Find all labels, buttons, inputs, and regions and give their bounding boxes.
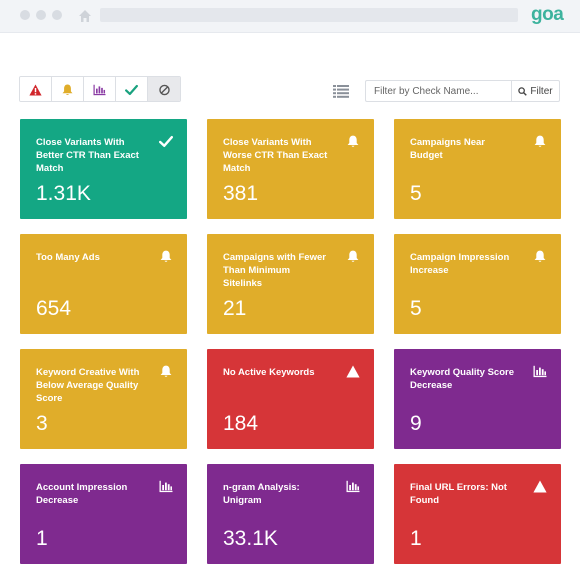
check-card-title: Final URL Errors: Not Found <box>410 482 507 506</box>
browser-chrome: goa <box>0 0 580 33</box>
home-icon[interactable] <box>77 8 93 24</box>
check-card-title: Account Impression Decrease <box>36 482 128 506</box>
filter-chart-button[interactable] <box>84 77 116 101</box>
filter-bell-button[interactable] <box>52 77 84 101</box>
bell-icon <box>346 135 360 148</box>
app-logo: goa <box>531 4 564 25</box>
check-card-value: 1 <box>410 527 422 550</box>
check-card-value: 654 <box>36 297 72 320</box>
check-card-value: 381 <box>223 182 259 205</box>
check-card-value: 21 <box>223 297 247 320</box>
check-card[interactable]: Keyword Quality Score Decrease 9 <box>394 349 561 449</box>
check-card-value: 184 <box>223 412 259 435</box>
window-minimize-dot[interactable] <box>36 10 46 20</box>
status-filter-group <box>19 76 181 102</box>
check-card[interactable]: Campaigns with Fewer Than Minimum Siteli… <box>207 234 374 334</box>
window-maximize-dot[interactable] <box>52 10 62 20</box>
check-card[interactable]: Campaign Impression Increase 5 <box>394 234 561 334</box>
warning-icon <box>533 480 547 493</box>
check-card[interactable]: Close Variants With Worse CTR Than Exact… <box>207 119 374 219</box>
check-card-value: 5 <box>410 297 422 320</box>
check-card-title: No Active Keywords <box>223 367 315 378</box>
warning-icon <box>29 83 42 96</box>
bell-icon <box>159 365 173 378</box>
check-card-value: 5 <box>410 182 422 205</box>
check-card-title: Campaign Impression Increase <box>410 252 510 276</box>
filter-check-button[interactable] <box>116 77 148 101</box>
check-card-title: Campaigns with Fewer Than Minimum Siteli… <box>223 252 326 289</box>
check-card-title: n-gram Analysis: Unigram <box>223 482 300 506</box>
check-card[interactable]: Account Impression Decrease 1 <box>20 464 187 564</box>
check-card[interactable]: Keyword Creative With Below Average Qual… <box>20 349 187 449</box>
address-bar[interactable] <box>100 8 518 22</box>
list-view-icon[interactable] <box>333 85 349 98</box>
bar-chart-icon <box>533 365 547 378</box>
bar-chart-icon <box>346 480 360 493</box>
check-card-title: Close Variants With Better CTR Than Exac… <box>36 137 139 174</box>
check-card[interactable]: Close Variants With Better CTR Than Exac… <box>20 119 187 219</box>
bell-icon <box>533 135 547 148</box>
check-card-title: Close Variants With Worse CTR Than Exact… <box>223 137 328 174</box>
check-card-value: 3 <box>36 412 48 435</box>
check-card-value: 33.1K <box>223 527 278 550</box>
filter-button-label: Filter <box>530 85 553 97</box>
check-card[interactable]: Too Many Ads 654 <box>20 234 187 334</box>
check-card-title: Campaigns Near Budget <box>410 137 485 161</box>
check-card-title: Too Many Ads <box>36 252 100 263</box>
bell-icon <box>533 250 547 263</box>
filter-button[interactable]: Filter <box>511 80 560 102</box>
filter-alert-button[interactable] <box>20 77 52 101</box>
checks-grid: Close Variants With Better CTR Than Exac… <box>20 119 561 564</box>
bar-chart-icon <box>159 480 173 493</box>
window-close-dot[interactable] <box>20 10 30 20</box>
warning-icon <box>346 365 360 378</box>
bar-chart-icon <box>93 83 106 96</box>
bell-icon <box>159 250 173 263</box>
check-icon <box>125 83 138 96</box>
check-card[interactable]: Final URL Errors: Not Found 1 <box>394 464 561 564</box>
check-card-title: Keyword Creative With Below Average Qual… <box>36 367 140 404</box>
bell-icon <box>346 250 360 263</box>
filter-disabled-button[interactable] <box>148 77 180 101</box>
check-card-value: 1 <box>36 527 48 550</box>
check-card-value: 1.31K <box>36 182 91 205</box>
check-card-title: Keyword Quality Score Decrease <box>410 367 515 391</box>
check-card[interactable]: No Active Keywords 184 <box>207 349 374 449</box>
check-card[interactable]: n-gram Analysis: Unigram 33.1K <box>207 464 374 564</box>
check-name-filter-input[interactable] <box>365 80 511 102</box>
search-icon <box>518 86 528 96</box>
ban-icon <box>158 83 171 96</box>
check-card[interactable]: Campaigns Near Budget 5 <box>394 119 561 219</box>
check-card-value: 9 <box>410 412 422 435</box>
bell-icon <box>61 83 74 95</box>
check-icon <box>159 135 173 148</box>
